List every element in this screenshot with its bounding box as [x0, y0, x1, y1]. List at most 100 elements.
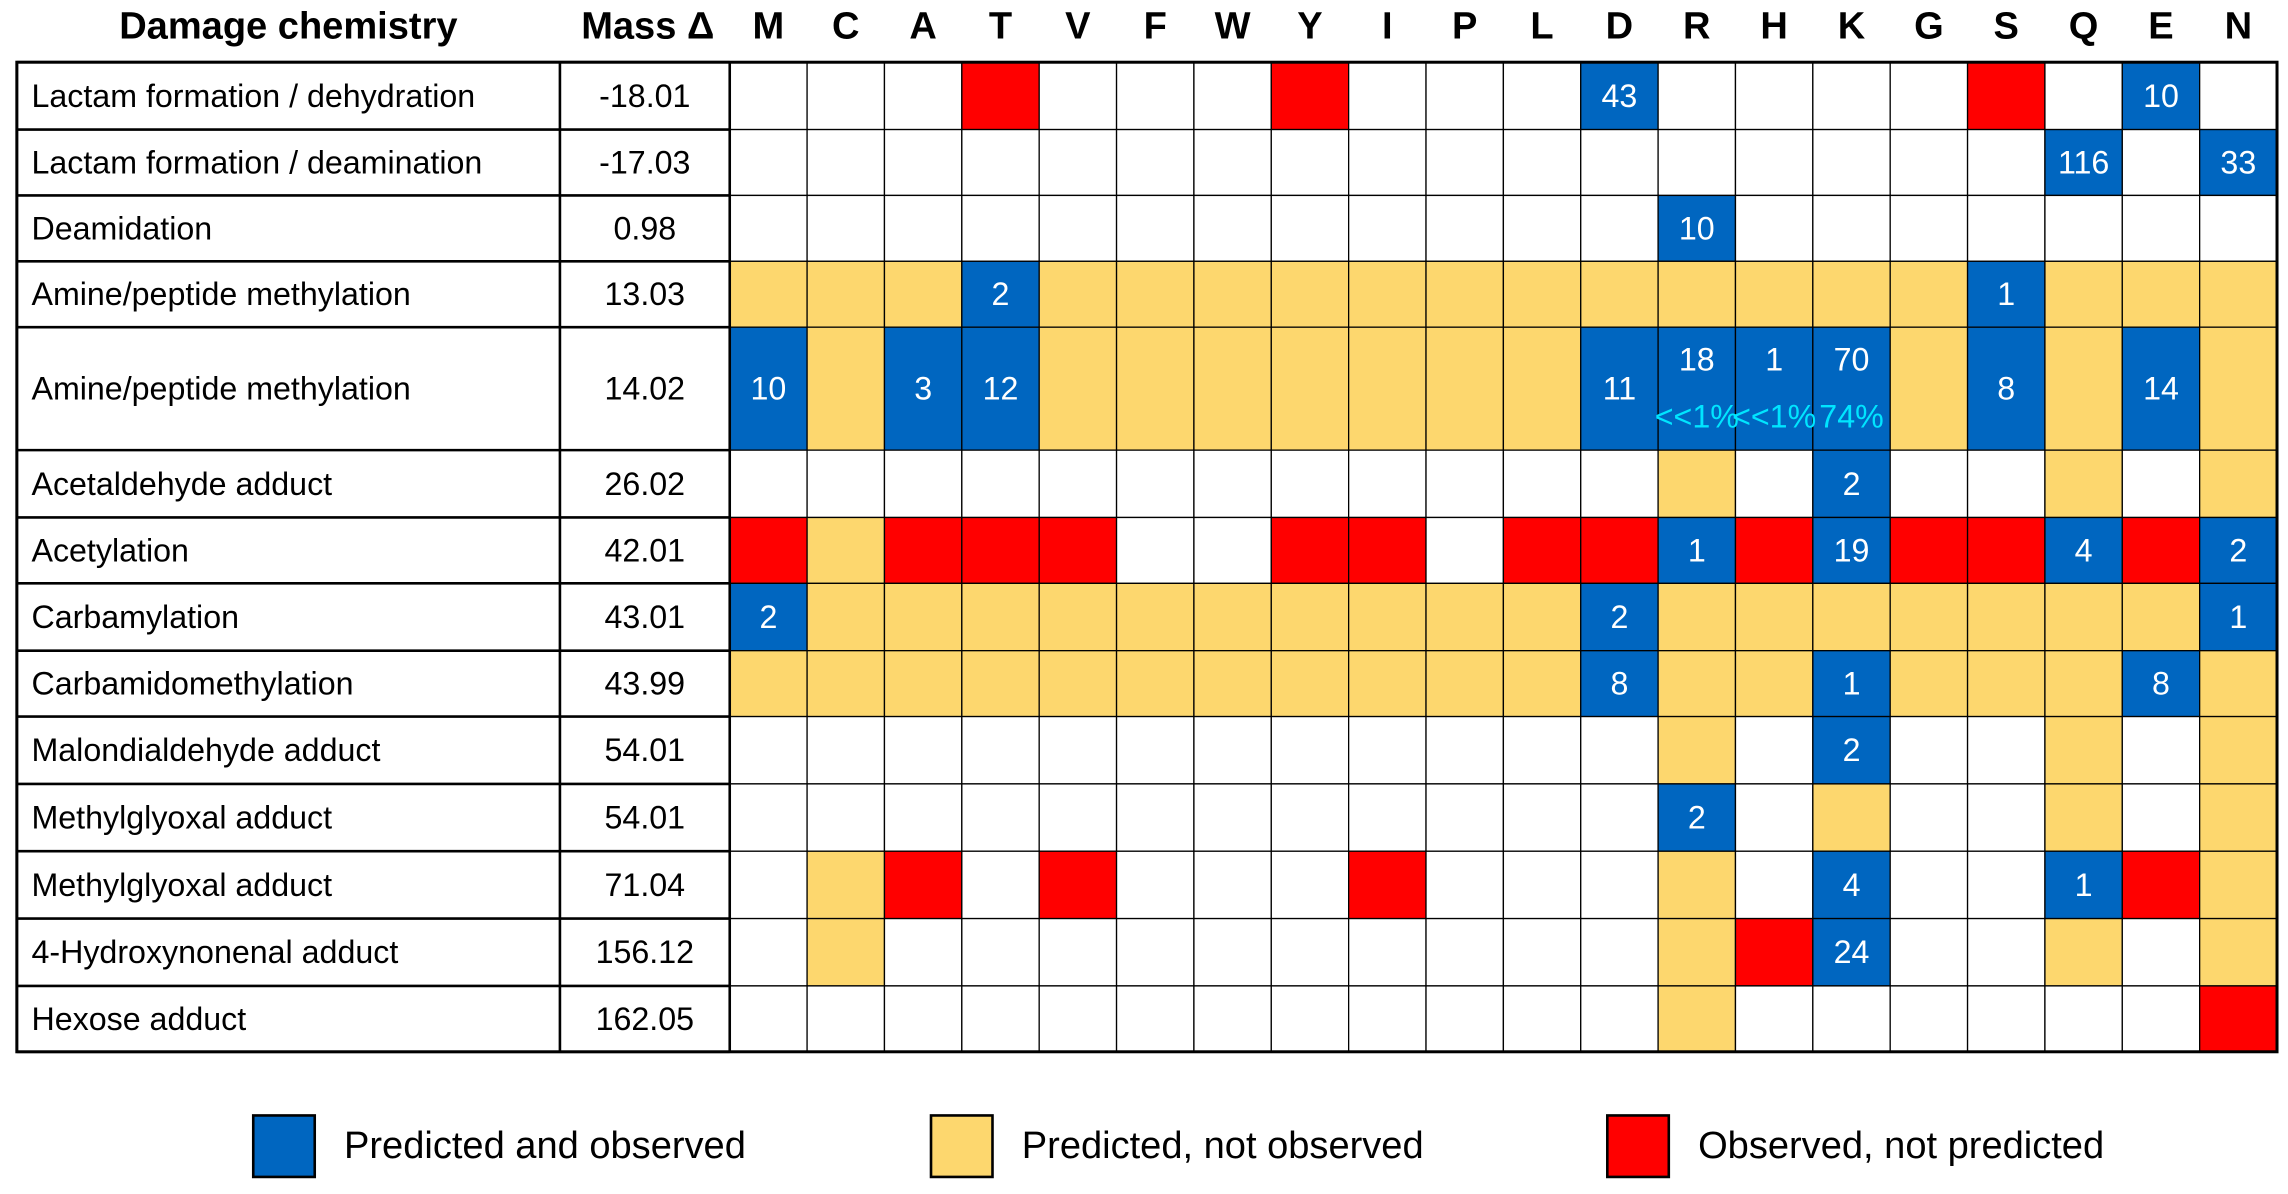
cell-n: [2199, 326, 2278, 451]
cell-q: [2044, 850, 2123, 920]
cell-r: [1657, 985, 1737, 1053]
cell-count-label: 12: [983, 371, 1019, 407]
cell-e: [2121, 194, 2201, 262]
residue-header-k: K: [1838, 5, 1866, 47]
cell-k: [1812, 326, 1891, 451]
cell-l: [1502, 850, 1582, 920]
row-chemistry-label: Carbamidomethylation: [31, 666, 353, 702]
cell-w: [1193, 61, 1272, 131]
cell-h: [1734, 783, 1814, 852]
cell-i: [1347, 783, 1427, 852]
cell-r: [1657, 449, 1737, 519]
cell-y: [1270, 61, 1350, 131]
cell-f: [1115, 650, 1195, 718]
row-chemistry-label: Lactam formation / dehydration: [31, 78, 475, 114]
cell-e: [2121, 985, 2201, 1053]
cell-f: [1115, 61, 1195, 131]
cell-w: [1193, 850, 1272, 920]
cell-c: [806, 194, 886, 262]
cell-l: [1502, 326, 1582, 451]
cell-m: [729, 850, 808, 920]
cell-v: [1038, 917, 1118, 987]
cell-t: [961, 850, 1040, 920]
cell-f: [1115, 260, 1195, 328]
cell-q: [2044, 985, 2123, 1053]
cell-p: [1425, 783, 1505, 852]
cell-count-label: 4: [1843, 867, 1861, 903]
cell-v: [1038, 582, 1118, 652]
cell-e: [2121, 917, 2201, 987]
cell-c: [806, 516, 886, 584]
cell-i: [1347, 260, 1427, 328]
cell-h: [1734, 650, 1814, 718]
cell-g: [1889, 850, 1969, 920]
cell-r: [1657, 783, 1737, 852]
cell-v: [1038, 260, 1118, 328]
residue-header-h: H: [1760, 5, 1787, 47]
legend-swatch-3: [1606, 1114, 1671, 1179]
cell-k: [1812, 715, 1891, 785]
cell-p: [1425, 850, 1505, 920]
cell-n: [2199, 917, 2278, 987]
cell-percent-label: 74%: [1819, 398, 1883, 434]
cell-p: [1425, 61, 1505, 131]
legend-label: Predicted, not observed: [1022, 1125, 1424, 1167]
cell-h: [1734, 917, 1814, 987]
cell-r: [1657, 917, 1737, 987]
cell-d: [1580, 582, 1659, 652]
cell-i: [1347, 850, 1427, 920]
cell-y: [1270, 917, 1350, 987]
cell-w: [1193, 650, 1272, 718]
cell-count-label: 70: [1834, 341, 1870, 377]
residue-header-l: L: [1530, 5, 1553, 47]
cell-h: [1734, 326, 1814, 451]
cell-count-label: 1: [2075, 867, 2093, 903]
cell-m: [729, 61, 808, 131]
legend: Predicted and observed Predicted, not obs…: [251, 1114, 2104, 1179]
cell-c: [806, 128, 886, 197]
cell-a: [883, 715, 963, 785]
cell-y: [1270, 326, 1350, 451]
cell-n: [2199, 850, 2278, 920]
cell-v: [1038, 326, 1118, 451]
cell-s: [1966, 985, 2046, 1053]
cell-c: [806, 260, 886, 328]
cell-count-label: 43: [1602, 78, 1638, 114]
cell-d: [1580, 650, 1659, 718]
cell-q: [2044, 917, 2123, 987]
cell-r: [1657, 61, 1737, 131]
row-mass-value: 71.04: [605, 867, 686, 903]
cell-y: [1270, 650, 1350, 718]
cell-q: [2044, 516, 2123, 584]
residue-header-f: F: [1144, 5, 1167, 47]
cell-g: [1889, 61, 1969, 131]
cell-f: [1115, 917, 1195, 987]
cell-k: [1812, 783, 1891, 852]
cell-w: [1193, 194, 1272, 262]
cell-d: [1580, 516, 1659, 584]
cell-count-label: 2: [1688, 800, 1706, 836]
cell-q: [2044, 61, 2123, 131]
cell-s: [1966, 650, 2046, 718]
cell-l: [1502, 582, 1582, 652]
cell-count-label: 2: [1843, 466, 1861, 502]
cell-a: [883, 650, 963, 718]
cell-r: [1657, 516, 1737, 584]
cell-p: [1425, 650, 1505, 718]
cell-c: [806, 850, 886, 920]
cell-l: [1502, 917, 1582, 987]
cell-count-label: 2: [1843, 732, 1861, 768]
cell-f: [1115, 326, 1195, 451]
cell-a: [883, 850, 963, 920]
row-chemistry-label: Malondialdehyde adduct: [31, 732, 380, 768]
cell-w: [1193, 260, 1272, 328]
cell-i: [1347, 985, 1427, 1053]
cell-h: [1734, 715, 1814, 785]
cell-e: [2121, 516, 2201, 584]
cell-p: [1425, 449, 1505, 519]
cell-m: [729, 582, 808, 652]
cell-t: [961, 61, 1040, 131]
cell-l: [1502, 783, 1582, 852]
cell-g: [1889, 128, 1969, 197]
cell-a: [883, 783, 963, 852]
